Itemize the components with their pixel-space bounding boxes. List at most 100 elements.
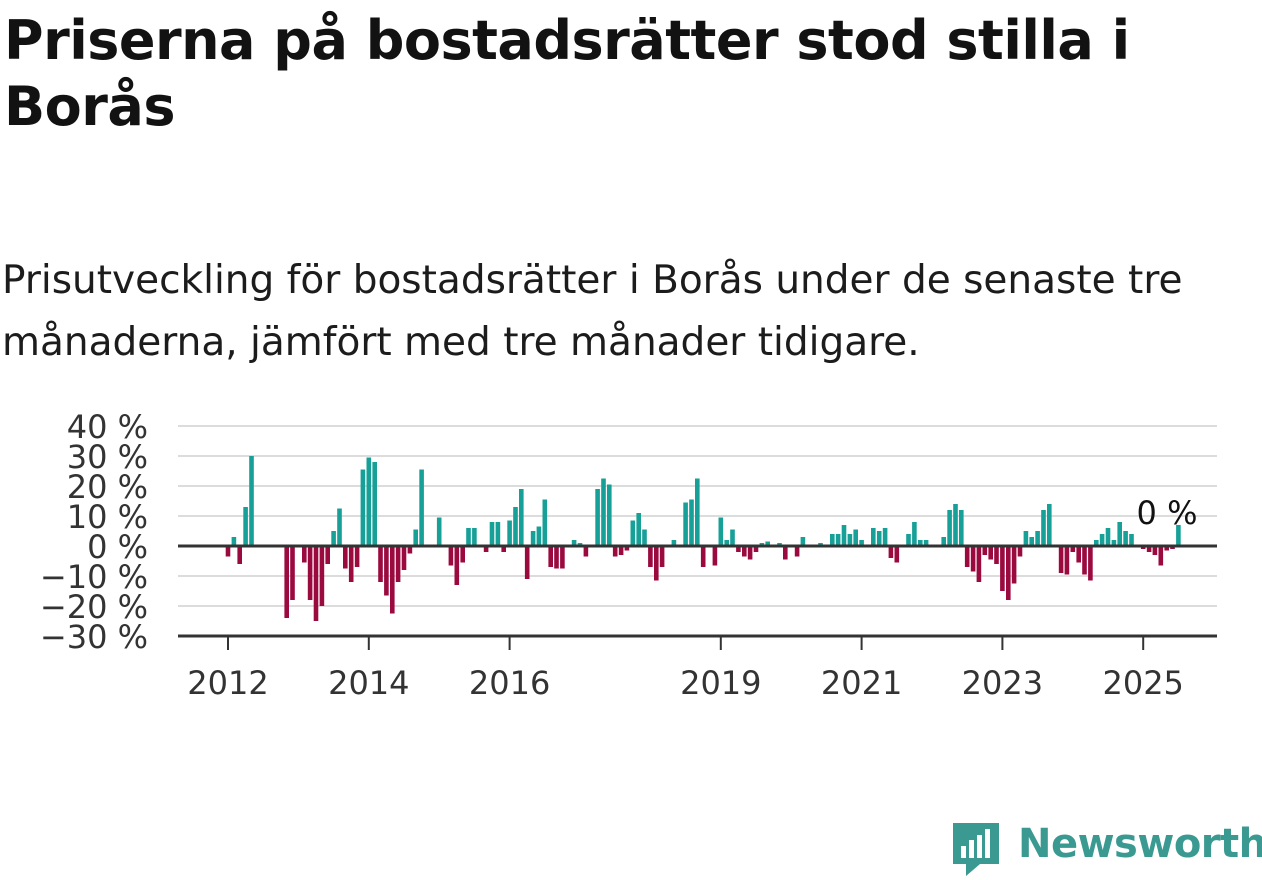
bar bbox=[654, 546, 659, 581]
bar bbox=[847, 534, 853, 546]
bar bbox=[343, 546, 348, 569]
x-tick-label: 2014 bbox=[328, 664, 409, 702]
bar bbox=[401, 546, 407, 570]
bar bbox=[859, 540, 864, 546]
bar bbox=[390, 546, 395, 614]
bar bbox=[683, 502, 688, 546]
bar bbox=[689, 499, 694, 546]
bar bbox=[1129, 534, 1134, 546]
bar bbox=[513, 507, 518, 546]
bar bbox=[800, 537, 806, 546]
bar bbox=[953, 504, 958, 546]
x-tick-label: 2019 bbox=[680, 664, 761, 702]
bar bbox=[1088, 546, 1093, 581]
bar bbox=[378, 546, 383, 582]
bar bbox=[624, 546, 630, 551]
bar bbox=[554, 546, 559, 569]
axes bbox=[178, 544, 1217, 650]
bar bbox=[1152, 546, 1158, 555]
bar bbox=[548, 546, 553, 567]
bar bbox=[1082, 546, 1087, 575]
bar bbox=[736, 546, 741, 552]
y-tick-label: −10 % bbox=[40, 558, 148, 596]
bar bbox=[841, 525, 847, 546]
bar bbox=[876, 531, 882, 546]
bar bbox=[648, 546, 653, 567]
bar bbox=[290, 546, 295, 600]
x-tick-label: 2016 bbox=[469, 664, 550, 702]
chart-title: Priserna på bostadsrätter stod stilla i … bbox=[4, 9, 1130, 138]
bar bbox=[407, 546, 413, 554]
bar bbox=[337, 508, 342, 546]
y-tick-label: 10 % bbox=[67, 498, 148, 536]
bar bbox=[794, 546, 800, 557]
bars bbox=[225, 456, 1181, 621]
bar bbox=[249, 456, 254, 546]
bar bbox=[560, 546, 565, 569]
bar bbox=[225, 546, 231, 557]
x-tick-label: 2023 bbox=[962, 664, 1043, 702]
y-tick-label: 0 % bbox=[87, 528, 148, 566]
bar bbox=[1064, 546, 1070, 575]
bar bbox=[923, 540, 929, 546]
bar bbox=[1011, 546, 1017, 584]
bar bbox=[237, 546, 242, 564]
y-axis-tick-labels: 40 %30 %20 %10 %0 %−10 %−20 %−30 % bbox=[40, 408, 148, 656]
bar bbox=[607, 484, 612, 546]
bar bbox=[988, 546, 993, 560]
bar bbox=[436, 517, 442, 546]
bar bbox=[601, 478, 606, 546]
bar bbox=[970, 546, 976, 572]
newsworthy-logo[interactable]: Newsworthy bbox=[950, 818, 1262, 878]
bar bbox=[747, 546, 753, 560]
bar bbox=[618, 546, 624, 555]
bar bbox=[894, 546, 900, 563]
bar bbox=[360, 469, 366, 546]
bar bbox=[730, 529, 735, 546]
bar bbox=[1158, 546, 1164, 566]
x-tick-label: 2021 bbox=[821, 664, 902, 702]
bar bbox=[1111, 540, 1117, 546]
bar bbox=[231, 537, 237, 546]
bar bbox=[460, 546, 465, 563]
x-tick-label: 2012 bbox=[187, 664, 268, 702]
bar bbox=[882, 528, 888, 546]
x-tick-label: 2025 bbox=[1102, 664, 1183, 702]
bar bbox=[835, 534, 841, 546]
bar bbox=[994, 546, 999, 564]
bar bbox=[636, 513, 641, 546]
bar bbox=[718, 517, 724, 546]
bar bbox=[1029, 537, 1034, 546]
y-tick-label: −20 % bbox=[40, 588, 148, 626]
bar bbox=[712, 546, 718, 566]
bar bbox=[1047, 504, 1052, 546]
bar bbox=[524, 546, 530, 579]
bar bbox=[348, 546, 354, 582]
bar bbox=[630, 520, 636, 546]
bar bbox=[413, 529, 418, 546]
bar bbox=[1006, 546, 1011, 600]
y-tick-label: −30 % bbox=[40, 618, 148, 656]
bar bbox=[964, 546, 970, 567]
bar bbox=[313, 546, 319, 621]
bar bbox=[331, 531, 336, 546]
bar bbox=[1105, 528, 1111, 546]
bar bbox=[319, 546, 325, 606]
newsworthy-logo-icon bbox=[953, 823, 999, 876]
bar bbox=[466, 528, 471, 546]
bar bbox=[583, 546, 589, 557]
bar bbox=[395, 546, 401, 582]
bar bbox=[519, 489, 524, 546]
bar bbox=[1164, 546, 1169, 551]
bar bbox=[1094, 540, 1099, 546]
bar bbox=[243, 507, 248, 546]
y-tick-label: 20 % bbox=[67, 468, 148, 506]
bar bbox=[489, 522, 495, 546]
bar bbox=[571, 540, 577, 546]
bar bbox=[1058, 546, 1064, 573]
bar bbox=[1017, 546, 1023, 557]
bar bbox=[307, 546, 313, 600]
bar bbox=[1023, 531, 1029, 546]
latest-value-annotation: 0 % bbox=[1137, 494, 1198, 532]
bar bbox=[982, 546, 988, 555]
